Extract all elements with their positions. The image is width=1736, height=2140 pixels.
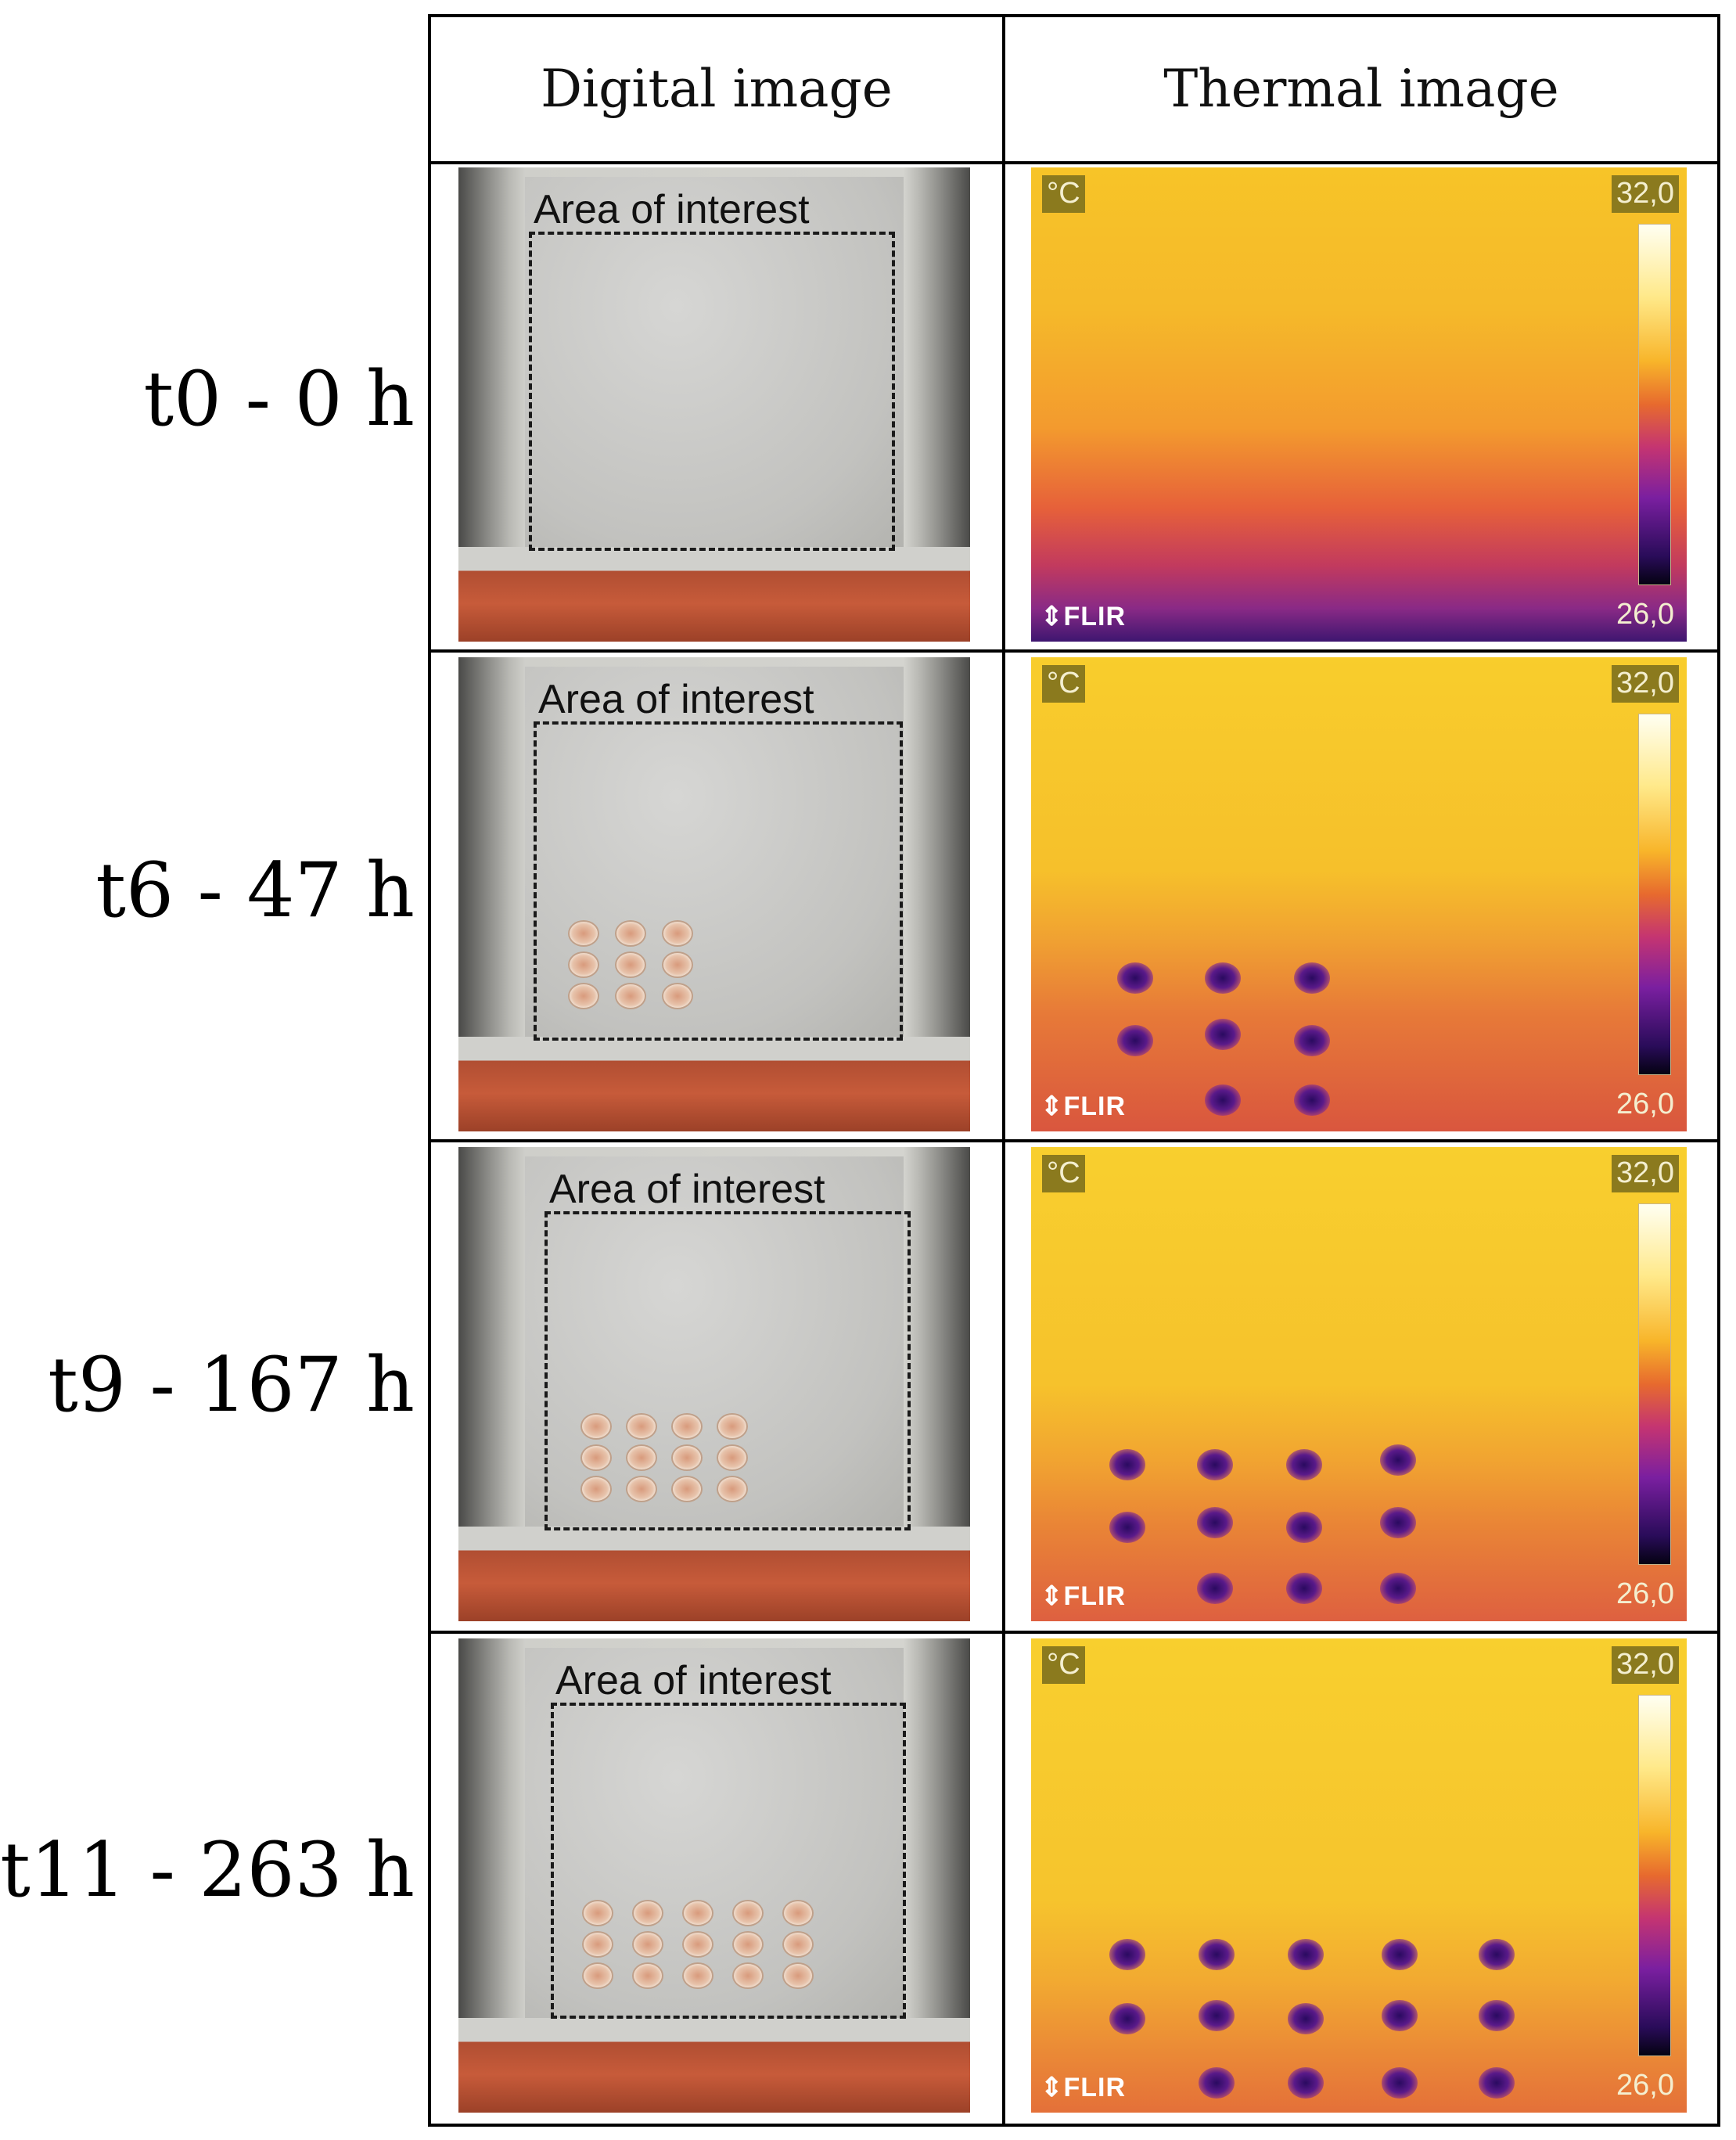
thermal-image-t0: °C 32,0 26,0 ⇕FLIR	[1031, 167, 1687, 642]
scale-max-value: 32,0	[1612, 1155, 1679, 1192]
scale-min-value: 26,0	[1616, 598, 1674, 631]
temperature-scale-bar	[1638, 1203, 1671, 1565]
digital-image-t11: Area of interest	[458, 1638, 970, 2113]
unit-label: °C	[1042, 1155, 1085, 1192]
area-of-interest-label: Area of interest	[538, 677, 814, 722]
unit-label: °C	[1042, 665, 1085, 703]
row-label-t11: t11 - 263 h	[0, 1826, 415, 1914]
digital-image-t9: Area of interest	[458, 1147, 970, 1621]
area-of-interest-label: Area of interest	[555, 1658, 832, 1703]
header-digital-image: Digital image	[541, 58, 893, 119]
scale-max-value: 32,0	[1612, 1646, 1679, 1684]
unit-label: °C	[1042, 175, 1085, 213]
row-label-t9: t9 - 167 h	[48, 1341, 415, 1429]
digital-image-t6: Area of interest	[458, 657, 970, 1131]
temperature-scale-bar	[1638, 714, 1671, 1075]
scale-min-value: 26,0	[1616, 2069, 1674, 2102]
scale-max-value: 32,0	[1612, 175, 1679, 213]
scale-max-value: 32,0	[1612, 665, 1679, 703]
flir-logo: ⇕FLIR	[1041, 602, 1127, 631]
area-of-interest-box	[534, 721, 903, 1041]
area-of-interest-box	[545, 1211, 911, 1530]
header-thermal-image: Thermal image	[1163, 58, 1559, 119]
area-of-interest-label: Area of interest	[549, 1167, 825, 1212]
area-of-interest-box	[551, 1703, 906, 2019]
unit-label: °C	[1042, 1646, 1085, 1684]
area-of-interest-label: Area of interest	[534, 187, 810, 232]
thermal-image-t11: °C 32,0 26,0 ⇕FLIR	[1031, 1638, 1687, 2113]
flir-logo: ⇕FLIR	[1041, 1581, 1127, 1611]
temperature-scale-bar	[1638, 1695, 1671, 2056]
flir-logo: ⇕FLIR	[1041, 1092, 1127, 1121]
row-label-t6: t6 - 47 h	[95, 847, 415, 934]
scale-min-value: 26,0	[1616, 1088, 1674, 1121]
scale-min-value: 26,0	[1616, 1577, 1674, 1611]
row-label-t0: t0 - 0 h	[143, 355, 415, 443]
thermal-image-t6: °C 32,0 26,0 ⇕FLIR	[1031, 657, 1687, 1131]
flir-logo: ⇕FLIR	[1041, 2073, 1127, 2102]
area-of-interest-box	[529, 232, 895, 551]
digital-image-t0: Area of interest	[458, 167, 970, 642]
thermal-image-t9: °C 32,0 26,0 ⇕FLIR	[1031, 1147, 1687, 1621]
temperature-scale-bar	[1638, 224, 1671, 585]
